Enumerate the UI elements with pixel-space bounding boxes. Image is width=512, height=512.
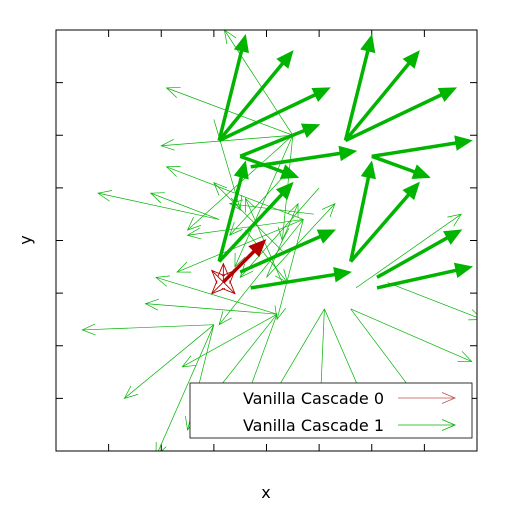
vanilla-cascade-1-arrow xyxy=(239,229,337,274)
vanilla-cascade-1-arrow xyxy=(217,34,249,141)
vanilla-cascade-1-arrow xyxy=(266,203,336,278)
vanilla-cascade-1-arrow xyxy=(234,135,294,268)
vanilla-cascade-1-arrow xyxy=(176,219,304,273)
legend-label-cascade-1: Vanilla Cascade 1 xyxy=(243,416,384,435)
vanilla-cascade-0-arrow xyxy=(217,262,230,283)
vanilla-cascade-1-arrow xyxy=(155,324,215,451)
vanilla-cascade-1-arrow xyxy=(371,135,473,159)
vanilla-cascade-1-arrow xyxy=(343,34,376,141)
y-axis-label: y xyxy=(16,235,35,244)
vanilla-cascade-1-arrow xyxy=(144,298,278,315)
vanilla-cascade-1-arrow xyxy=(274,219,304,321)
vanilla-cascade-1-arrow xyxy=(165,166,304,220)
plot-area xyxy=(56,30,477,451)
legend-swatch-cascade-0 xyxy=(398,392,457,404)
vanilla-cascade-1-arrow xyxy=(387,282,477,321)
vanilla-cascade-1-arrow xyxy=(344,50,420,142)
vanilla-cascade-1-arrow xyxy=(97,190,220,220)
legend-swatch-cascade-1 xyxy=(398,419,457,431)
vanilla-cascade-1-arrow xyxy=(350,308,473,362)
vanilla-cascade-1-arrow xyxy=(186,219,304,240)
vanilla-cascade-1-arrow xyxy=(349,181,420,263)
vector-layer xyxy=(81,30,477,451)
vanilla-cascade-1-arrow xyxy=(250,145,358,169)
vanilla-cascade-1-arrow xyxy=(213,181,283,252)
legend-box xyxy=(189,382,473,439)
vanilla-cascade-1-arrow xyxy=(217,160,249,262)
legend: Vanilla Cascade 0 Vanilla Cascade 1 xyxy=(189,382,473,439)
vanilla-cascade-0-arrow xyxy=(221,280,236,295)
vanilla-cascade-1-arrow xyxy=(165,86,293,136)
vanilla-cascade-1-arrow xyxy=(250,266,352,290)
vanilla-cascade-1-arrow xyxy=(217,50,294,142)
vanilla-cascade-1-arrow xyxy=(217,181,294,263)
vanilla-cascade-1-arrow xyxy=(344,87,458,143)
legend-arrow xyxy=(398,392,457,404)
vanilla-cascade-1-arrow xyxy=(218,219,304,326)
axis-ticks xyxy=(56,30,477,451)
vanilla-cascade-1-arrow xyxy=(376,229,463,279)
vanilla-cascade-1-arrow xyxy=(239,187,320,279)
vanilla-cascade-1-arrow xyxy=(376,262,473,290)
vanilla-cascade-1-arrow xyxy=(160,134,293,151)
vanilla-cascade-1-arrow xyxy=(229,171,288,236)
plot-frame xyxy=(55,29,478,452)
legend-arrow xyxy=(398,419,457,431)
vanilla-cascade-1-arrow xyxy=(123,324,215,399)
vanilla-cascade-0-arrow xyxy=(222,239,267,284)
vanilla-cascade-1-arrow xyxy=(218,87,331,143)
vanilla-cascade-1-arrow xyxy=(371,154,431,180)
vanilla-cascade-1-arrow xyxy=(155,275,278,315)
legend-label-cascade-0: Vanilla Cascade 0 xyxy=(243,389,384,408)
vanilla-cascade-0-arrow xyxy=(210,280,226,295)
vanilla-cascade-1-arrow xyxy=(266,202,299,278)
vanilla-cascade-1-arrow xyxy=(348,160,376,262)
x-axis-label: x xyxy=(261,483,270,502)
vanilla-cascade-1-arrow xyxy=(355,213,462,289)
vanilla-cascade-1-arrow xyxy=(239,123,321,158)
vanilla-cascade-1-arrow xyxy=(181,313,278,368)
vanilla-cascade-1-arrow xyxy=(228,199,314,215)
vanilla-cascade-1-arrow xyxy=(149,192,220,220)
vanilla-cascade-1-arrow xyxy=(81,323,214,336)
